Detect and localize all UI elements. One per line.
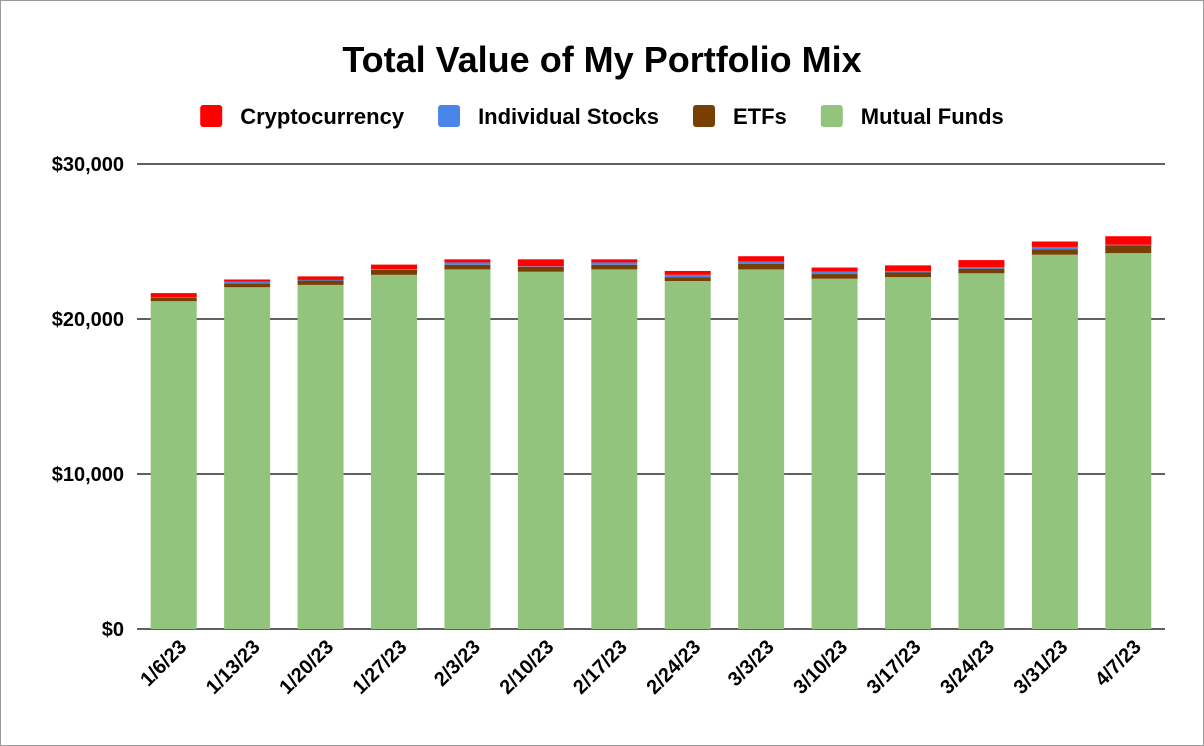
bar-cryptocurrency <box>517 259 564 267</box>
x-tick-label: 2/24/23 <box>643 636 706 699</box>
bar-mutual-funds <box>297 284 344 629</box>
x-tick-label: 3/24/23 <box>936 636 999 699</box>
bar-individual-stocks <box>297 279 344 281</box>
legend-swatch-etfs <box>693 105 715 127</box>
bar-mutual-funds <box>444 269 491 629</box>
bar-cryptocurrency <box>371 264 417 270</box>
bar-mutual-funds <box>150 301 197 629</box>
bar-etfs <box>371 269 417 275</box>
bar-etfs <box>664 277 711 282</box>
bar-individual-stocks <box>738 261 785 264</box>
y-tick-label: $20,000 <box>52 309 124 331</box>
bar-cryptocurrency <box>664 270 711 275</box>
x-tick-label: 2/17/23 <box>569 636 632 699</box>
bar-mutual-funds <box>664 281 711 629</box>
bar-etfs <box>958 268 1005 274</box>
bar-etfs <box>150 297 197 302</box>
gridlines <box>137 163 1165 630</box>
y-tick-label: $30,000 <box>52 154 124 176</box>
bar-cryptocurrency <box>738 256 785 262</box>
bar-cryptocurrency <box>444 259 491 263</box>
bar-etfs <box>444 264 491 270</box>
bar-mutual-funds <box>517 271 564 629</box>
bar-cryptocurrency <box>224 279 271 282</box>
bar-cryptocurrency <box>297 276 344 280</box>
x-tick-label: 3/17/23 <box>863 636 926 699</box>
bar-individual-stocks <box>371 269 417 270</box>
bar-etfs <box>224 283 271 288</box>
bar-mutual-funds <box>371 274 417 629</box>
bar-cryptocurrency <box>1031 241 1078 247</box>
bar-individual-stocks <box>1105 244 1152 246</box>
bar-mutual-funds <box>958 273 1005 629</box>
bar-etfs <box>1105 245 1152 254</box>
chart-title: Total Value of My Portfolio Mix <box>342 39 861 80</box>
bar-mutual-funds <box>1105 253 1152 629</box>
bar-mutual-funds <box>738 269 785 629</box>
y-tick-label: $0 <box>102 619 124 641</box>
legend-swatch-cryptocurrency <box>200 105 223 127</box>
bar-etfs <box>591 264 638 270</box>
legend-swatch-mutual-funds <box>820 105 843 127</box>
bar-mutual-funds <box>591 269 638 629</box>
x-tick-label: 4/7/23 <box>1091 636 1146 691</box>
bars <box>150 236 1152 630</box>
bar-individual-stocks <box>224 281 271 284</box>
bar-individual-stocks <box>1031 246 1078 250</box>
bar-individual-stocks <box>444 262 491 265</box>
bar-etfs <box>1031 249 1078 255</box>
legend-label-etfs: ETFs <box>733 104 787 129</box>
bar-etfs <box>517 266 564 272</box>
bar-etfs <box>811 274 858 279</box>
bar-individual-stocks <box>664 274 711 278</box>
bar-cryptocurrency <box>1105 236 1152 245</box>
bar-individual-stocks <box>958 267 1005 269</box>
x-tick-label: 1/13/23 <box>202 636 265 699</box>
x-tick-label: 3/3/23 <box>724 636 779 691</box>
bar-cryptocurrency <box>811 267 858 272</box>
bar-mutual-funds <box>1031 254 1078 630</box>
bar-mutual-funds <box>811 278 858 629</box>
bar-individual-stocks <box>591 262 638 265</box>
x-axis-ticks: 1/6/23 1/13/23 1/20/23 1/27/23 2/3/23 2/10/23… <box>136 636 1145 699</box>
y-axis-ticks: $0 $10,000 $20,000 $30,000 <box>52 154 124 641</box>
bar-cryptocurrency <box>958 260 1005 268</box>
bar-mutual-funds <box>885 277 931 629</box>
bar-individual-stocks <box>811 271 858 275</box>
bar-individual-stocks <box>150 296 197 298</box>
legend-swatch-individual-stocks <box>438 105 461 127</box>
y-tick-label: $10,000 <box>52 464 124 486</box>
x-tick-label: 1/20/23 <box>275 636 338 699</box>
chart-legend: Cryptocurrency Individual Stocks ETFs Mutua… <box>200 104 1004 129</box>
x-tick-label: 2/10/23 <box>496 636 559 699</box>
bar-etfs <box>885 272 931 278</box>
legend-label-individual-stocks: Individual Stocks <box>478 104 659 129</box>
x-tick-label: 1/6/23 <box>136 636 191 691</box>
x-tick-label: 2/3/23 <box>430 636 485 691</box>
bar-mutual-funds <box>224 287 271 629</box>
bar-etfs <box>738 263 785 270</box>
bar-etfs <box>297 280 344 285</box>
legend-label-cryptocurrency: Cryptocurrency <box>240 104 405 129</box>
x-tick-label: 3/31/23 <box>1010 636 1073 699</box>
legend-label-mutual-funds: Mutual Funds <box>861 104 1004 129</box>
bar-cryptocurrency <box>591 259 638 263</box>
bar-cryptocurrency <box>885 265 931 271</box>
x-tick-label: 3/10/23 <box>789 636 852 699</box>
bar-individual-stocks <box>885 270 931 273</box>
bar-cryptocurrency <box>150 293 197 297</box>
x-tick-label: 1/27/23 <box>349 636 412 699</box>
